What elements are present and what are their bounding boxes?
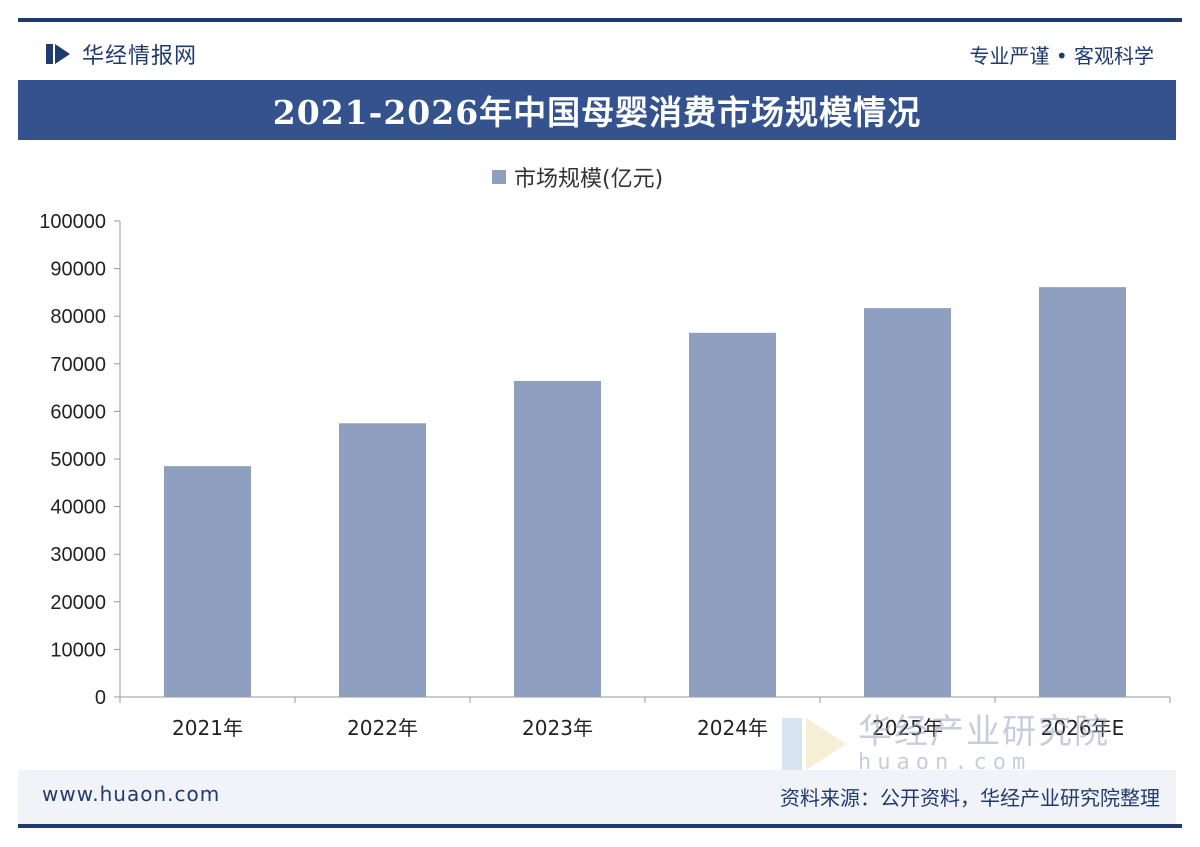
chart-title: 2021-2026年中国母婴消费市场规模情况 [272, 93, 922, 132]
footer-band [18, 770, 1176, 824]
brand: 华经情报网 [44, 36, 197, 72]
y-tick-label: 0 [95, 687, 106, 709]
source-url: www.huaon.com [42, 782, 221, 806]
bar [514, 380, 601, 697]
title-bar: 2021-2026年中国母婴消费市场规模情况 [18, 80, 1176, 140]
source-note: 资料来源：公开资料，华经产业研究院整理 [780, 786, 1160, 810]
bottom-divider [18, 824, 1182, 828]
x-category-label: 2025年 [872, 716, 943, 740]
x-category-label: 2021年 [172, 716, 243, 740]
watermark-name: 华经产业研究院 [858, 712, 1110, 752]
y-tick-label: 90000 [50, 259, 106, 281]
slogan: 专业严谨 • 客观科学 [969, 43, 1154, 68]
top-divider [18, 18, 1182, 22]
bar [164, 466, 251, 697]
y-tick-label: 100000 [39, 211, 106, 233]
huajing-logo-icon [46, 44, 70, 64]
legend-swatch [492, 170, 506, 184]
x-category-label: 2023年 [522, 716, 593, 740]
brand-name: 华经情报网 [82, 44, 198, 69]
y-tick-label: 70000 [50, 354, 106, 376]
bar [1039, 287, 1126, 697]
bar [689, 332, 776, 697]
bar [864, 308, 951, 697]
x-category-label: 2026年E [1041, 716, 1125, 740]
y-tick-label: 30000 [50, 544, 106, 566]
y-tick-label: 50000 [50, 449, 106, 471]
y-tick-label: 10000 [50, 639, 106, 661]
y-tick-label: 20000 [50, 592, 106, 614]
y-tick-label: 40000 [50, 497, 106, 519]
watermark-domain: huaon.com [858, 750, 1032, 775]
y-tick-label: 60000 [50, 401, 106, 423]
x-category-label: 2022年 [347, 716, 418, 740]
x-category-label: 2024年 [697, 716, 768, 740]
bar [339, 423, 426, 697]
huajing-watermark-logo-icon [782, 718, 846, 770]
legend: 市场规模(亿元) [492, 162, 663, 192]
legend-label: 市场规模(亿元) [514, 167, 664, 192]
y-tick-label: 80000 [50, 306, 106, 328]
